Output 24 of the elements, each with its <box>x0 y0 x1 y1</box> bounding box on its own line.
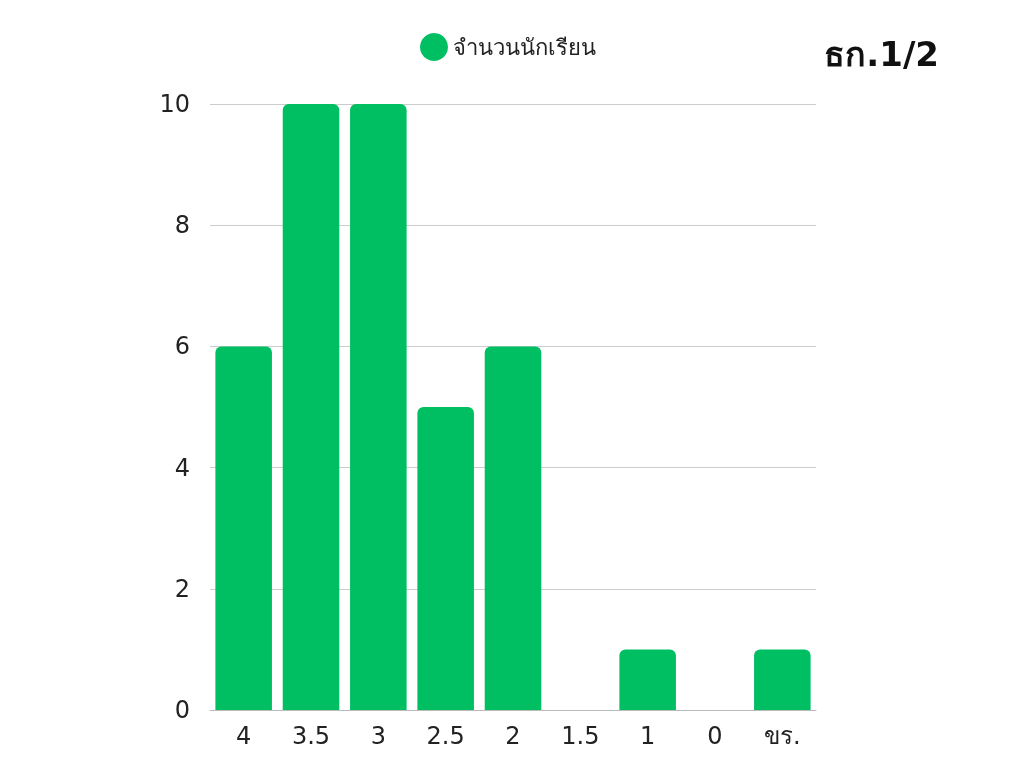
legend-label: จำนวนนักเรียน <box>453 34 596 60</box>
y-tick-label: 6 <box>174 332 190 361</box>
bar <box>619 649 676 710</box>
y-tick-label: 4 <box>174 453 190 482</box>
x-tick-label: 2.5 <box>426 722 465 750</box>
y-tick-label: 2 <box>174 574 190 603</box>
x-tick-label: 4 <box>236 722 252 750</box>
y-tick-label: 10 <box>159 90 190 118</box>
x-tick-label: 2 <box>505 722 521 750</box>
x-tick-label: ขร. <box>764 722 801 750</box>
x-tick-label: 3 <box>370 722 386 750</box>
x-tick-label: 3.5 <box>291 722 331 750</box>
bar <box>350 104 407 710</box>
bar <box>282 104 340 710</box>
x-tick-label: 1 <box>640 722 656 750</box>
bar <box>215 346 272 710</box>
bar <box>484 346 542 710</box>
chart-title: ธก.1/2 <box>824 34 940 74</box>
x-tick-label: 0 <box>707 722 723 750</box>
y-tick-label: 0 <box>174 696 190 724</box>
x-tick-label: 1.5 <box>561 722 600 750</box>
y-tick-label: 8 <box>174 211 190 240</box>
bar <box>417 407 474 710</box>
bar <box>754 649 811 710</box>
